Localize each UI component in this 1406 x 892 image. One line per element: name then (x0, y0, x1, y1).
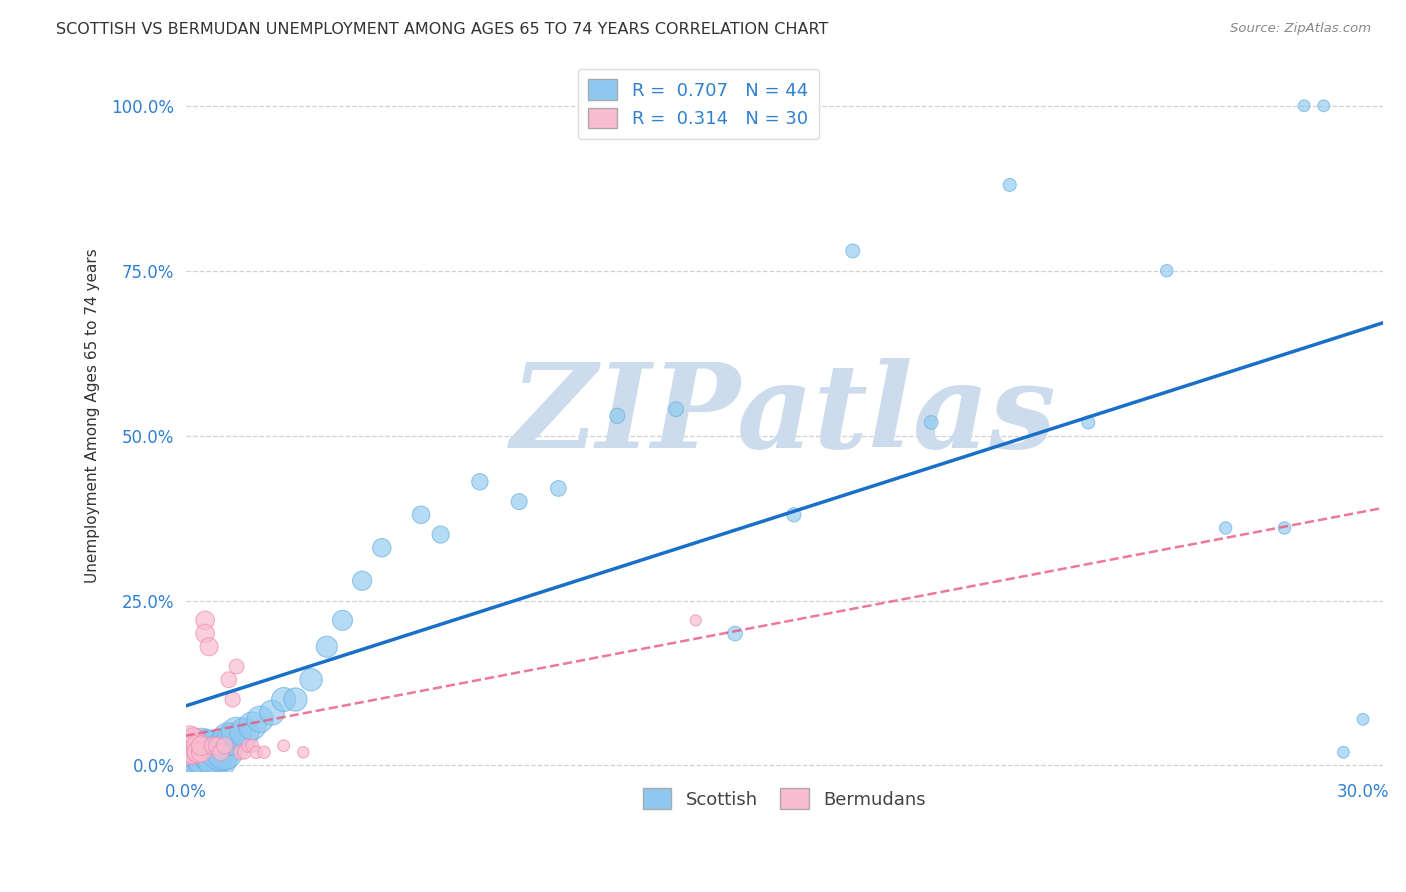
Point (190, 739, 212, 753)
Point (253, 745, 276, 759)
Point (998, 178, 1021, 192)
Point (218, 673, 240, 687)
Point (249, 712, 271, 726)
Point (842, 244, 865, 258)
Point (1331, 745, 1354, 759)
Point (198, 752, 221, 766)
Point (190, 752, 212, 766)
Point (1156, 263, 1178, 277)
Point (205, 752, 228, 766)
Point (201, 739, 224, 753)
Point (299, 673, 322, 687)
Point (233, 725, 256, 739)
Point (1077, 416, 1099, 430)
Point (284, 692, 307, 706)
Point (606, 409, 628, 423)
Point (245, 745, 267, 759)
Point (292, 745, 315, 759)
Text: Source: ZipAtlas.com: Source: ZipAtlas.com (1230, 22, 1371, 36)
Point (214, 739, 236, 753)
Point (201, 745, 224, 759)
Point (468, 475, 491, 489)
Point (332, 613, 354, 627)
Point (179, 739, 201, 753)
Point (179, 732, 201, 747)
Point (352, 574, 374, 588)
Point (315, 640, 337, 654)
Point (260, 706, 283, 720)
Point (183, 745, 205, 759)
Point (920, 416, 942, 430)
Point (429, 527, 451, 541)
Point (198, 640, 221, 654)
Point (1215, 521, 1237, 535)
Point (221, 692, 243, 706)
Point (783, 508, 806, 522)
Point (186, 745, 208, 759)
Point (371, 541, 394, 555)
Point (685, 613, 707, 627)
Point (547, 482, 569, 496)
Point (190, 745, 212, 759)
Point (273, 739, 295, 753)
Point (194, 613, 217, 627)
Point (194, 626, 217, 640)
Point (1351, 712, 1374, 726)
Point (183, 752, 205, 766)
Point (183, 732, 205, 747)
Point (183, 739, 205, 753)
Text: SCOTTISH VS BERMUDAN UNEMPLOYMENT AMONG AGES 65 TO 74 YEARS CORRELATION CHART: SCOTTISH VS BERMUDAN UNEMPLOYMENT AMONG … (56, 22, 828, 37)
Point (186, 739, 208, 753)
Point (209, 745, 232, 759)
Point (218, 732, 240, 747)
Point (190, 745, 212, 759)
Point (225, 659, 247, 673)
Point (1294, 99, 1316, 113)
Point (186, 752, 208, 766)
Point (508, 494, 530, 508)
Point (186, 745, 208, 759)
Point (209, 745, 232, 759)
Point (724, 626, 747, 640)
Point (225, 725, 247, 739)
Point (205, 739, 228, 753)
Point (238, 739, 260, 753)
Point (1274, 521, 1296, 535)
Point (229, 745, 252, 759)
Point (1312, 99, 1334, 113)
Point (409, 508, 432, 522)
Y-axis label: Unemployment Among Ages 65 to 74 years: Unemployment Among Ages 65 to 74 years (86, 249, 100, 583)
Point (240, 719, 263, 733)
Point (221, 732, 243, 747)
Point (194, 745, 217, 759)
Point (214, 745, 236, 759)
Point (233, 745, 256, 759)
Point (273, 692, 295, 706)
Point (240, 739, 263, 753)
Text: ZIPatlas: ZIPatlas (512, 359, 1057, 474)
Point (665, 402, 688, 417)
Legend: Scottish, Bermudans: Scottish, Bermudans (636, 781, 932, 816)
Point (179, 745, 201, 759)
